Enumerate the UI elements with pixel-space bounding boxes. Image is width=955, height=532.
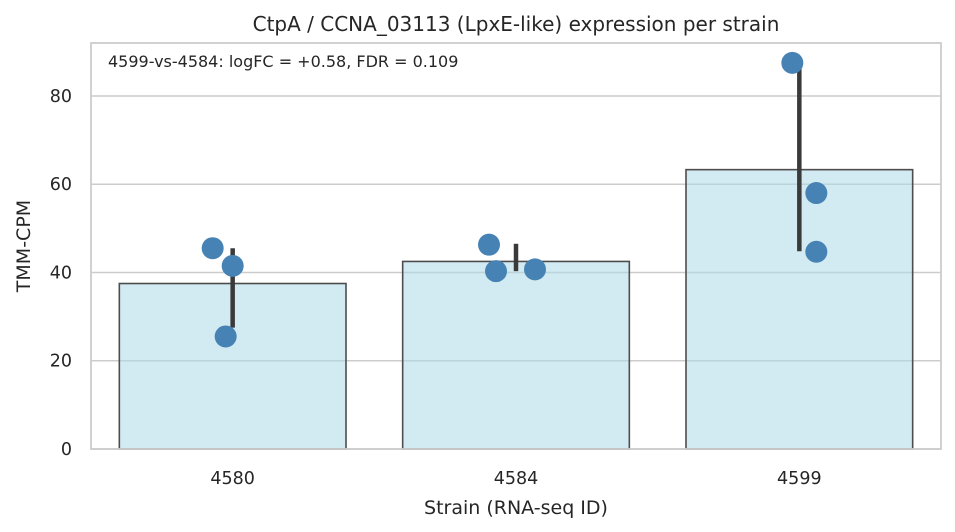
bar-4599 — [685, 168, 914, 450]
point-4584-1 — [478, 233, 500, 256]
point-4599-2 — [805, 182, 828, 205]
y-tick-label-0: 0 — [61, 440, 72, 460]
plot-frame — [90, 42, 942, 450]
y-axis-label: TMM-CPM — [13, 200, 35, 293]
bars — [118, 168, 914, 450]
point-4580-1 — [201, 237, 224, 260]
point-4599-3 — [805, 240, 828, 263]
point-4599-1 — [781, 51, 804, 74]
point-4580-3 — [214, 325, 237, 348]
bar-4584 — [401, 260, 631, 450]
y-tick-label-20: 20 — [50, 352, 72, 372]
x-ticks: 4580 4584 4599 — [210, 469, 821, 489]
chart-title: CtpA / CCNA_03113 (LpxE-like) expression… — [253, 12, 780, 36]
x-tick-label-4599: 4599 — [777, 469, 822, 489]
point-4584-3 — [524, 258, 546, 281]
x-axis-label: Strain (RNA-seq ID) — [424, 497, 608, 519]
data-points — [201, 51, 828, 348]
y-tick-label-60: 60 — [50, 175, 72, 195]
y-tick-label-40: 40 — [50, 263, 72, 283]
point-4580-2 — [221, 254, 244, 277]
y-tick-label-80: 80 — [50, 87, 72, 107]
x-tick-label-4580: 4580 — [210, 469, 255, 489]
annotation-text: 4599-vs-4584: logFC = +0.58, FDR = 0.109 — [108, 52, 458, 71]
x-tick-label-4584: 4584 — [494, 469, 539, 489]
y-ticks: 0 20 40 60 80 — [50, 87, 72, 460]
annotation-box: 4599-vs-4584: logFC = +0.58, FDR = 0.109 — [98, 46, 544, 76]
point-4584-2 — [485, 260, 507, 283]
